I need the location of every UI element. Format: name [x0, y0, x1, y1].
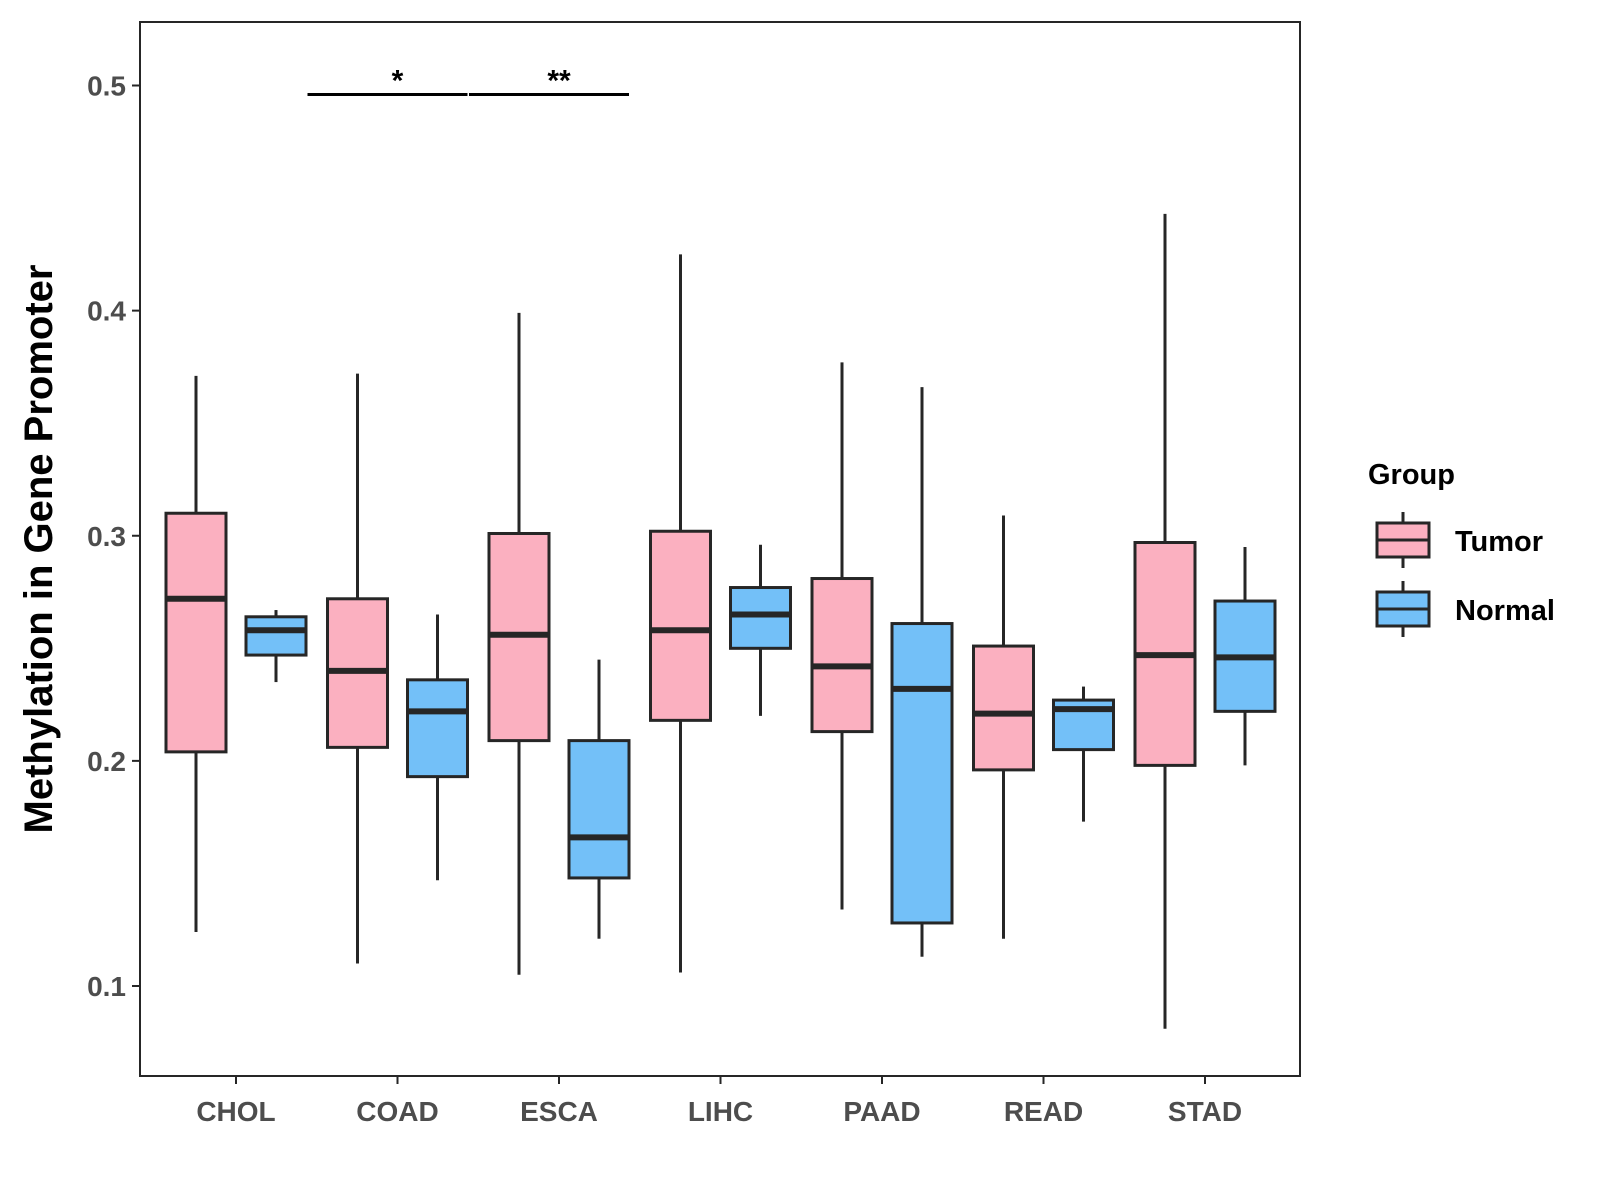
y-tick-label: 0.3 — [87, 521, 126, 552]
x-tick-label-lihc: LIHC — [688, 1096, 753, 1127]
box-body — [649, 529, 712, 722]
x-tick-label-chol: CHOL — [196, 1096, 275, 1127]
box-tumor-esca — [487, 312, 551, 975]
box-body — [244, 615, 308, 657]
x-tick-label-read: READ — [1004, 1096, 1083, 1127]
legend-key-normal: Normal — [1375, 581, 1555, 637]
y-tick-label: 0.4 — [87, 296, 126, 327]
box-tumor-paad — [810, 362, 874, 910]
legend-title: Group — [1368, 459, 1455, 491]
box-normal-coad — [406, 614, 469, 881]
y-tick-label: 0.5 — [87, 71, 126, 102]
box-body — [972, 644, 1035, 772]
box-tumor-coad — [326, 373, 389, 964]
legend: Group Tumor Normal — [1368, 459, 1555, 637]
box-body — [729, 586, 792, 650]
y-tick-label: 0.2 — [87, 746, 126, 777]
legend-label-normal: Normal — [1455, 595, 1555, 627]
legend-key-tumor: Tumor — [1375, 512, 1543, 568]
y-axis-title: Methylation in Gene Promoter — [17, 265, 61, 834]
box-body — [890, 622, 954, 925]
significance-label: * — [392, 65, 404, 98]
box-normal-read — [1052, 686, 1115, 822]
box-normal-paad — [890, 387, 954, 957]
box-body — [406, 678, 469, 779]
box-normal-lihc — [729, 544, 792, 716]
box-body — [810, 577, 874, 734]
x-tick-label-coad: COAD — [356, 1096, 438, 1127]
x-axis: CHOL COAD ESCA LIHC PAAD READ STAD — [196, 1076, 1242, 1127]
x-tick-label-paad: PAAD — [843, 1096, 920, 1127]
box-body — [567, 739, 631, 880]
box-normal-chol — [244, 610, 308, 683]
box-normal-esca — [567, 659, 631, 939]
box-tumor-chol — [164, 375, 228, 932]
y-tick-label: 0.1 — [87, 971, 126, 1002]
box-normal-stad — [1213, 547, 1277, 766]
box-tumor-stad — [1133, 213, 1197, 1029]
plot-panel — [139, 21, 1301, 1077]
box-tumor-lihc — [649, 254, 712, 973]
x-tick-label-esca: ESCA — [520, 1096, 598, 1127]
significance-annotations: * ** — [307, 65, 629, 98]
box-tumor-read — [972, 515, 1035, 939]
legend-label-tumor: Tumor — [1455, 526, 1543, 558]
box-body — [164, 511, 228, 754]
y-axis: 0.1 0.2 0.3 0.4 0.5 — [87, 71, 140, 1002]
x-tick-label-stad: STAD — [1168, 1096, 1242, 1127]
box-series — [164, 213, 1277, 1029]
significance-label: ** — [547, 65, 571, 98]
